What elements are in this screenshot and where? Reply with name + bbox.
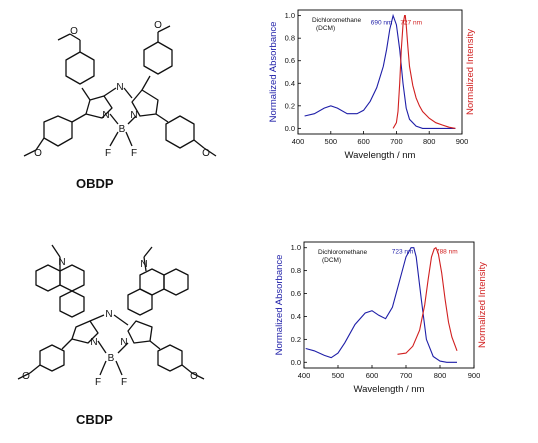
cbdp-n-label: N [120, 337, 127, 348]
y-tick-label: 0.4 [285, 79, 295, 88]
cbdp-spectrum-chart: 400 500 600 700 800 900 0.0 0.2 0.4 0.6 0.8 1.0 723 … [274, 241, 488, 395]
x-tick-label: 800 [434, 371, 447, 380]
y-tick-label: 0.2 [291, 335, 301, 344]
y-tick-label: 0.6 [291, 289, 301, 298]
cbdp-o-label: O [22, 371, 30, 382]
y-axis-title-left: Normalized Absorbance [268, 22, 279, 123]
absorbance-line [305, 247, 457, 363]
y-tick-label: 0.0 [291, 358, 301, 367]
y-tick-label: 0.8 [285, 34, 295, 43]
cbdp-f-label: F [95, 377, 101, 388]
y-tick-label: 0.4 [291, 312, 301, 321]
solvent-label: Dichloromethane [312, 17, 362, 24]
obdp-o-label: O [154, 20, 162, 31]
y-tick-label: 0.0 [285, 124, 295, 133]
obdp-spectrum-chart: 400 500 600 700 800 900 0.0 0.2 0.4 0.6 0.8 1.0 690 … [268, 9, 476, 161]
y-axis-title-left: Normalized Absorbance [274, 255, 285, 356]
x-tick-label: 500 [332, 371, 345, 380]
obdp-f-label: F [131, 148, 137, 159]
peak-label: 727 nm [400, 20, 422, 27]
plot-frame [303, 241, 475, 369]
emission-line [397, 246, 458, 355]
solvent-abbrev-label: (DCM) [316, 25, 335, 32]
y-tick-label: 1.0 [285, 11, 295, 20]
peak-label: 723 nm [392, 248, 414, 255]
y-tick-label: 0.2 [285, 101, 295, 110]
x-tick-label: 400 [298, 371, 311, 380]
y-tick-label: 0.8 [291, 266, 301, 275]
cbdp-f-label: F [121, 377, 127, 388]
obdp-o-label: O [34, 148, 42, 159]
cbdp-n-label: N [90, 337, 97, 348]
x-axis-title: Wavelength / nm [354, 384, 425, 395]
x-tick-label: 700 [390, 137, 403, 146]
y-axis-title-right: Normalized Intensity [465, 29, 476, 115]
cbdp-o-label: O [190, 371, 198, 382]
y-axis-title-right: Normalized Intensity [477, 262, 488, 348]
obdp-o-label: O [70, 26, 78, 37]
obdp-f-label: F [105, 148, 111, 159]
compound-name-obdp: OBDP [76, 176, 114, 191]
x-axis-title: Wavelength / nm [345, 150, 416, 161]
cbdp-b-label: B [108, 353, 115, 364]
x-tick-label: 600 [357, 137, 370, 146]
emission-line [392, 15, 456, 129]
obdp-n-label: N [130, 110, 137, 121]
cbdp-n-label: N [58, 257, 65, 268]
obdp-o-label: O [202, 148, 210, 159]
obdp-b-label: B [119, 124, 126, 135]
obdp-n-label: N [102, 110, 109, 121]
solvent-label: Dichloromethane [318, 249, 368, 256]
cbdp-n-label: N [105, 309, 112, 320]
obdp-structure: O O N N N B F F O O [23, 20, 217, 159]
cbdp-structure: N N N N N B F F O O [17, 244, 205, 388]
x-tick-label: 400 [292, 137, 305, 146]
compound-name-cbdp: CBDP [76, 412, 113, 427]
y-tick-label: 0.6 [285, 56, 295, 65]
x-tick-label: 800 [423, 137, 436, 146]
x-tick-label: 600 [366, 371, 379, 380]
x-tick-label: 900 [456, 137, 469, 146]
x-tick-label: 700 [400, 371, 413, 380]
y-tick-label: 1.0 [291, 243, 301, 252]
plot-frame [297, 9, 463, 135]
peak-label: 788 nm [436, 248, 458, 255]
solvent-abbrev-label: (DCM) [322, 257, 341, 264]
absorbance-line [304, 13, 456, 129]
x-tick-label: 900 [468, 371, 481, 380]
obdp-n-label: N [116, 82, 123, 93]
peak-label: 690 nm [371, 20, 393, 27]
x-tick-label: 500 [325, 137, 338, 146]
cbdp-n-label: N [140, 259, 147, 270]
